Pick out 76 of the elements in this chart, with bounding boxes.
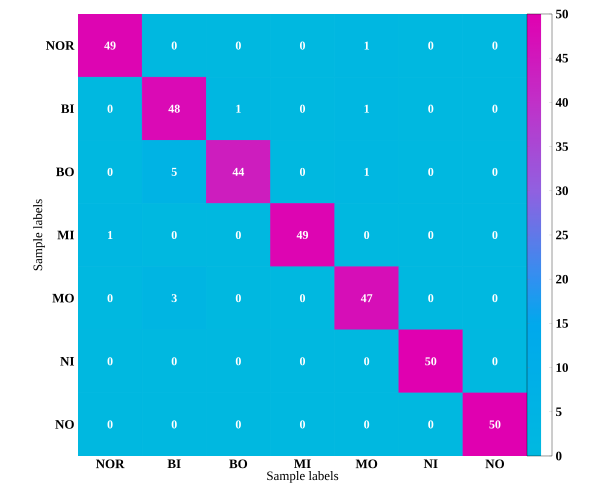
y-tick-label: MI: [57, 230, 74, 240]
y-tick-label: NI: [60, 357, 74, 366]
data-label: 1: [108, 231, 112, 239]
data-label: 0: [492, 357, 498, 366]
color-bar-label: 45: [556, 54, 568, 63]
data-label: 0: [108, 420, 113, 428]
y-axis-title: Sample labels: [33, 199, 45, 270]
data-label: 0: [428, 104, 434, 113]
data-label: 0: [364, 230, 370, 240]
data-label: 0: [492, 168, 498, 176]
data-label: 0: [108, 104, 113, 113]
data-label: 44: [232, 168, 244, 176]
data-label: 0: [172, 357, 177, 366]
y-tick-label: MO: [52, 294, 74, 302]
data-label: 0: [300, 357, 306, 366]
data-label: 0: [236, 294, 241, 302]
data-label: 49: [296, 230, 308, 239]
x-tick-label: BO: [229, 460, 248, 468]
data-label: 5: [172, 168, 177, 176]
data-label: 0: [428, 230, 434, 240]
data-label: 0: [364, 420, 370, 428]
data-label: 1: [364, 104, 370, 113]
data-label: 0: [492, 230, 498, 240]
data-label: 0: [172, 420, 177, 428]
color-bar-label: 20: [556, 274, 568, 284]
color-bar-label: 0: [556, 452, 562, 460]
x-axis-title: Sample labels: [267, 471, 338, 483]
x-tick-label: BI: [168, 460, 181, 468]
data-label: 0: [300, 104, 306, 113]
data-label: 0: [236, 230, 241, 240]
y-tick-label: NOR: [46, 41, 75, 50]
data-label: 0: [172, 42, 177, 50]
x-tick-label: MI: [294, 460, 311, 468]
data-label: 0: [428, 42, 434, 50]
x-tick-label: NOR: [96, 460, 125, 468]
data-label: 48: [168, 104, 180, 113]
data-label: 0: [236, 357, 241, 366]
color-bar-label: 10: [556, 363, 568, 372]
color-bar-label: 25: [556, 230, 568, 240]
data-label: 0: [300, 294, 306, 302]
color-bar-label: 30: [556, 186, 568, 196]
data-label: 49: [104, 42, 116, 50]
data-label: 1: [236, 104, 241, 113]
data-label: 0: [108, 357, 113, 366]
data-label: 0: [236, 42, 241, 50]
color-bar-label: 35: [556, 142, 568, 151]
x-tick-label: NI: [424, 460, 438, 468]
data-label: 0: [236, 420, 241, 428]
color-bar-label: 5: [556, 407, 562, 416]
data-label: 0: [428, 168, 434, 176]
color-bar-label: 40: [556, 98, 568, 107]
color-bar-label: 15: [556, 319, 568, 328]
data-label: 0: [300, 420, 306, 428]
data-label: 47: [360, 294, 372, 302]
data-label: 0: [364, 357, 370, 366]
y-tick-label: BI: [61, 104, 74, 113]
x-tick-label: NO: [485, 460, 504, 468]
data-label: 0: [108, 294, 113, 302]
data-label: 0: [428, 420, 434, 428]
data-label: 0: [108, 168, 113, 176]
data-label: 0: [300, 168, 306, 176]
x-tick-label: MO: [356, 460, 378, 468]
data-label: 0: [172, 230, 177, 240]
data-label: 0: [300, 42, 306, 50]
color-bar-label: 50: [556, 10, 568, 18]
data-label: 50: [425, 357, 436, 366]
y-tick-label: NO: [55, 420, 74, 429]
data-label: 0: [492, 294, 498, 302]
data-label: 0: [492, 42, 498, 50]
data-label: 0: [428, 294, 434, 302]
y-tick-label: BO: [56, 167, 74, 176]
data-label: 3: [172, 294, 177, 302]
data-label: 0: [492, 104, 498, 113]
data-label: 1: [364, 42, 370, 50]
data-label: 50: [489, 420, 500, 428]
data-label: 1: [364, 168, 370, 176]
